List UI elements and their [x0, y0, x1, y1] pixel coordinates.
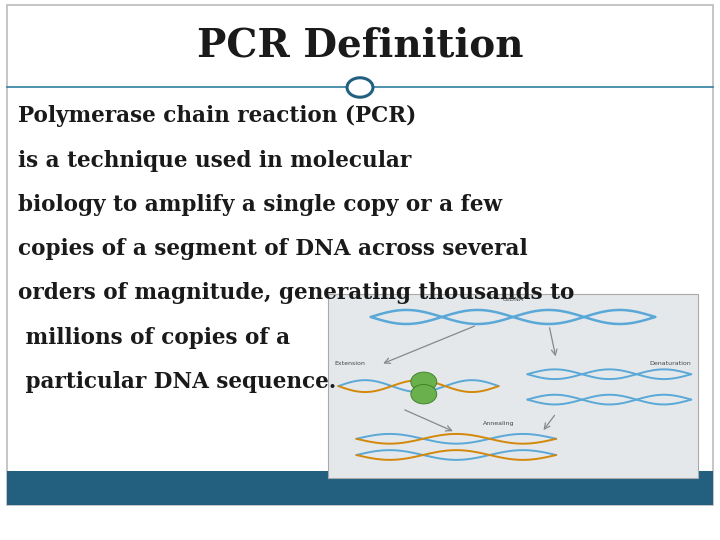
Circle shape	[411, 384, 437, 404]
Text: Polymerase chain reaction (PCR): Polymerase chain reaction (PCR)	[18, 105, 416, 127]
FancyBboxPatch shape	[7, 5, 713, 505]
Text: PCR Definition: PCR Definition	[197, 27, 523, 65]
FancyBboxPatch shape	[328, 294, 698, 478]
Text: is a technique used in molecular: is a technique used in molecular	[18, 150, 411, 172]
FancyBboxPatch shape	[7, 471, 713, 505]
Text: millions of copies of a: millions of copies of a	[18, 327, 290, 349]
Text: orders of magnitude, generating thousands to: orders of magnitude, generating thousand…	[18, 282, 575, 305]
Text: Annealing: Annealing	[483, 421, 514, 426]
Text: biology to amplify a single copy or a few: biology to amplify a single copy or a fe…	[18, 194, 502, 216]
Circle shape	[411, 372, 437, 391]
Text: particular DNA sequence.: particular DNA sequence.	[18, 371, 336, 393]
Text: Extension: Extension	[335, 361, 366, 366]
Circle shape	[347, 78, 373, 97]
Text: Denaturation: Denaturation	[649, 361, 691, 366]
Text: dsDNA: dsDNA	[503, 297, 523, 302]
Text: copies of a segment of DNA across several: copies of a segment of DNA across severa…	[18, 238, 528, 260]
